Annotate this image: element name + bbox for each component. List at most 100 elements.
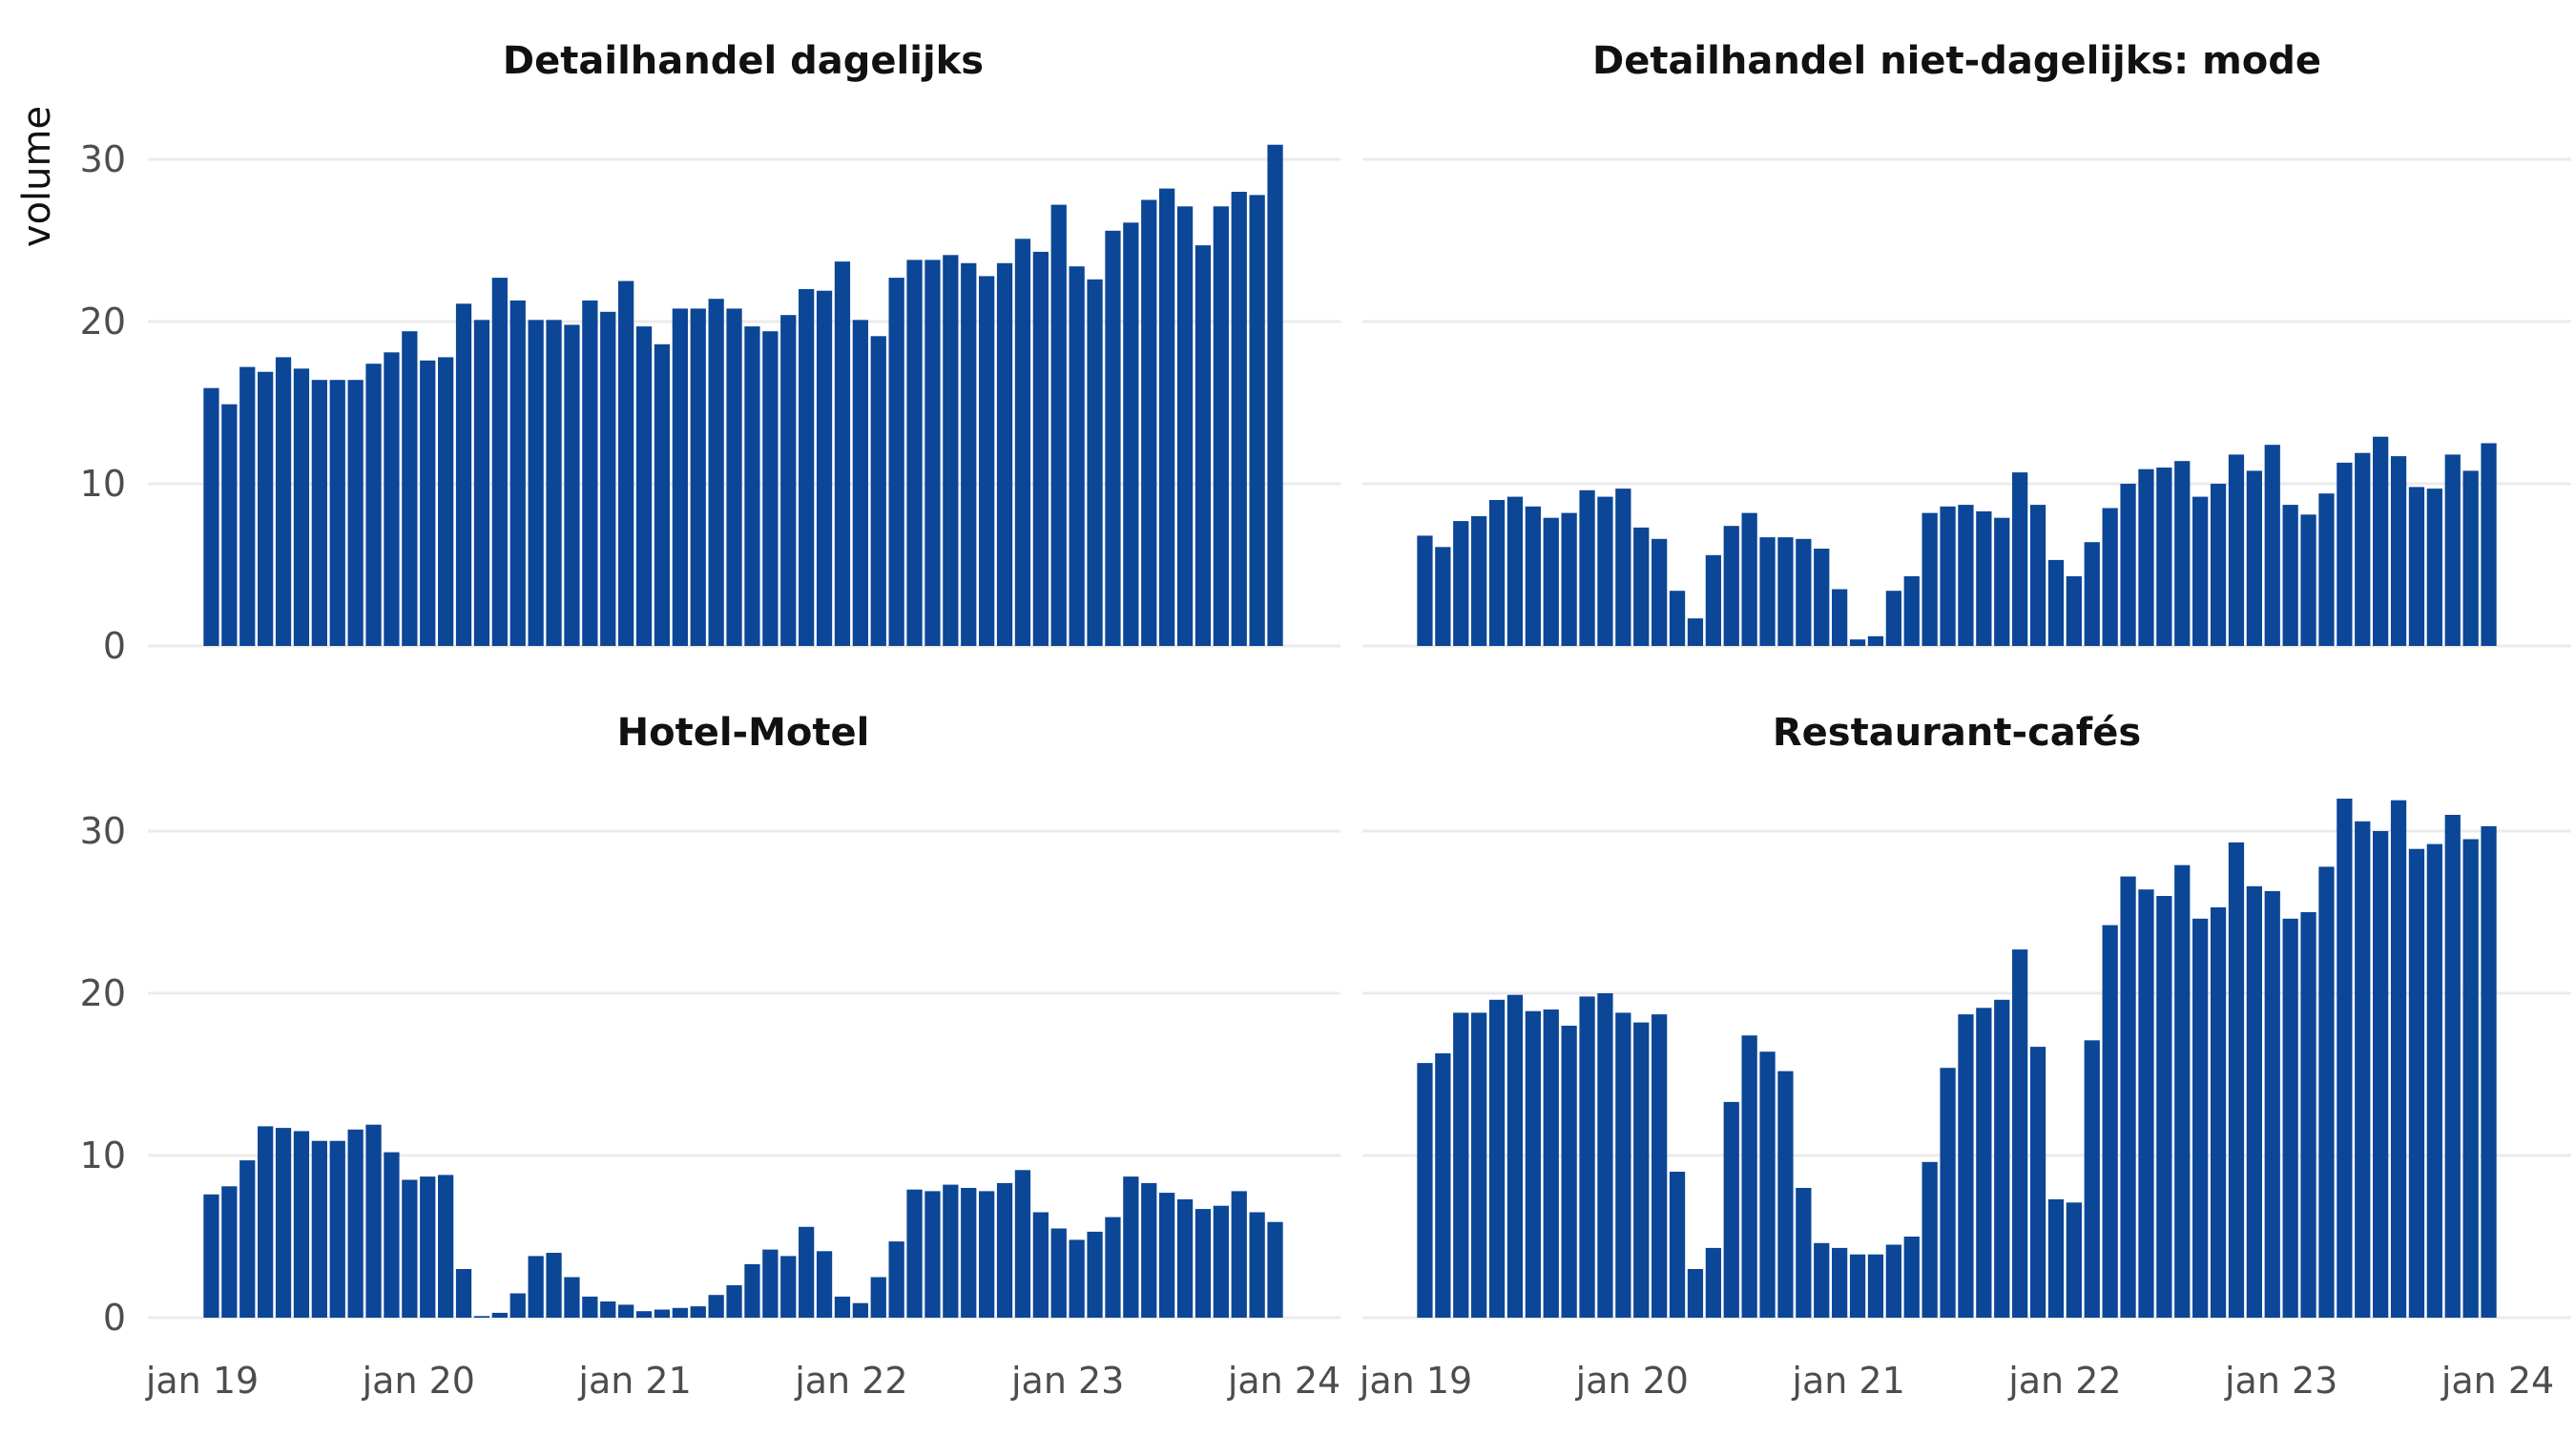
panel-2 [1417,436,2497,646]
bar [2246,885,2262,1318]
bar [1687,1269,1704,1318]
bar [1471,516,1487,646]
bar [311,1140,327,1318]
bar [1705,554,1721,646]
bar [1777,537,1794,646]
bar [528,320,544,646]
y-tick-label: 0 [103,625,126,667]
bar [600,311,616,646]
x-tick-label: jan 20 [1575,1360,1689,1402]
bar [1050,204,1067,646]
bar [293,368,310,646]
bar [1069,266,1085,646]
bar [1777,1071,1794,1318]
bar [2066,575,2082,646]
bar [2084,542,2100,646]
bar [816,1251,833,1318]
bar [473,320,490,646]
x-tick-label: jan 22 [794,1360,907,1402]
bar [2444,815,2461,1318]
bar [1867,635,1884,646]
bar [2282,918,2298,1318]
bar [2102,925,2118,1318]
bar [420,360,436,646]
bar [2444,454,2461,646]
bar [2426,843,2442,1318]
bar [799,289,815,646]
bar [1669,1172,1686,1318]
bar [1141,199,1157,646]
y-tick-label: 30 [80,138,126,180]
bar [1633,1022,1650,1318]
bar [780,1256,797,1318]
bar [1561,1026,1577,1318]
bar [564,324,580,646]
x-tick-label: jan 19 [1359,1360,1472,1402]
x-tick-label: jan 19 [145,1360,259,1402]
bar [1597,993,1613,1318]
bar [2462,470,2479,646]
bar [528,1256,544,1318]
bar [2390,456,2407,646]
bar [1543,1009,1559,1318]
bar [564,1277,580,1318]
bar [239,366,256,646]
bar [473,1316,490,1318]
bar [2228,842,2245,1318]
bar [1435,547,1451,646]
bar [546,320,562,646]
bar [384,1152,400,1318]
bar [293,1131,310,1318]
bar [275,1128,292,1318]
bar [834,261,851,646]
bar [1903,1237,1920,1318]
bar [2138,468,2154,646]
bar [1867,1254,1884,1318]
bar [402,331,418,646]
bar [1741,512,1757,646]
bar [618,1304,634,1318]
bar [924,1191,941,1318]
bar [1759,537,1776,646]
bar [275,357,292,646]
bar [600,1301,616,1318]
bar [2029,505,2046,646]
bar [1417,535,1433,646]
bar [582,300,598,646]
bar [2300,912,2316,1318]
bar [1267,1221,1283,1318]
bar [943,255,959,646]
bar [1885,1244,1901,1318]
bar [635,1311,653,1318]
x-tick-label: jan 24 [1227,1360,1340,1402]
bar [1687,618,1704,646]
bar [888,278,904,646]
bar [924,260,941,646]
bar [1471,1012,1487,1318]
bar [2373,436,2389,646]
bar [2246,470,2262,646]
bar [2120,484,2136,646]
x-tick-label: jan 23 [1010,1360,1124,1402]
bar [1176,206,1194,647]
y-tick-label: 30 [80,810,126,852]
bar [258,371,274,646]
bar [1976,1008,1992,1318]
bar [1488,500,1506,646]
bar [1652,538,1668,646]
bar [708,1295,724,1318]
bar [2156,468,2172,646]
bar [2228,454,2245,646]
panel-4 [1417,799,2497,1318]
bar [1615,489,1631,646]
bar [1032,251,1049,646]
x-tick-label: jan 21 [577,1360,691,1402]
bar [221,404,238,646]
bar [1796,538,1812,646]
y-tick-label: 0 [103,1297,126,1339]
bar [2174,461,2191,646]
bar [1014,239,1031,647]
bar [2481,443,2497,646]
bar [258,1126,274,1318]
